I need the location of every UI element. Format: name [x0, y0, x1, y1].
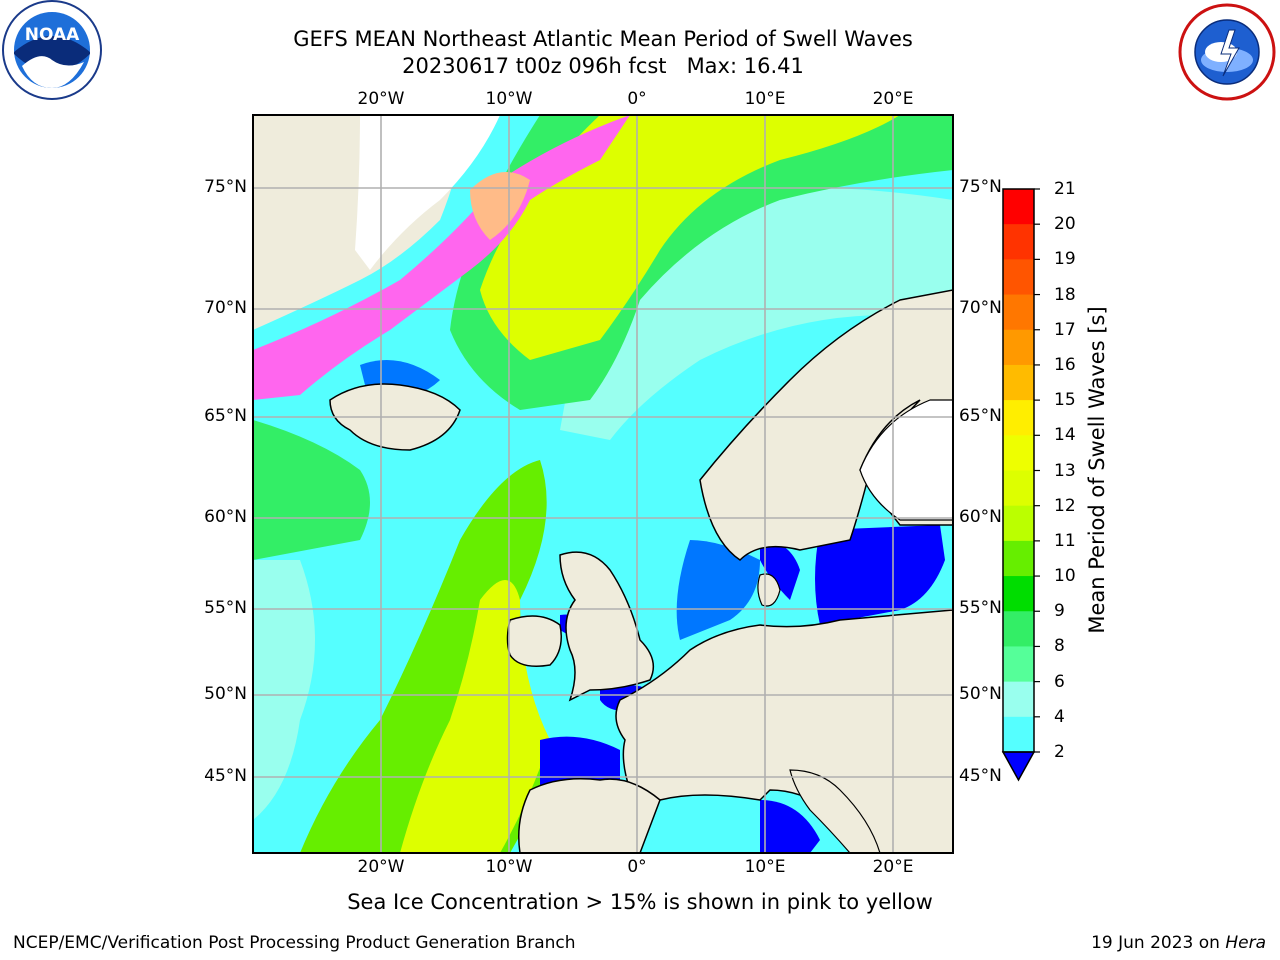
lat-label-left: 60°N	[204, 507, 247, 527]
colorbar-tick-label: 16	[1054, 354, 1076, 375]
colorbar-tick-label: 18	[1054, 284, 1076, 305]
colorbar-tick-label: 9	[1054, 601, 1065, 622]
colorbar-tick-label: 20	[1054, 214, 1076, 235]
lat-label-left: 65°N	[204, 406, 247, 426]
lon-label-top: 0°	[627, 89, 647, 109]
colorbar-segment	[1003, 470, 1034, 507]
colorbar-segment	[1003, 716, 1034, 753]
map-frame	[252, 114, 954, 854]
colorbar-segment	[1003, 576, 1034, 612]
noaa-logo: NOAA	[2, 0, 102, 100]
colorbar-tick-label: 21	[1054, 179, 1076, 199]
lon-label-top: 20°W	[357, 89, 405, 109]
lat-label-right: 75°N	[959, 177, 1002, 197]
colorbar-segment	[1003, 611, 1034, 647]
lon-label-bottom: 20°W	[357, 857, 405, 877]
colorbar	[1001, 188, 1040, 782]
noaa-logo-text: NOAA	[25, 25, 80, 45]
footer-host: Hera	[1225, 933, 1266, 953]
lon-label-bottom: 20°E	[872, 857, 914, 877]
colorbar-tick-label: 14	[1054, 425, 1076, 446]
colorbar-segment	[1003, 435, 1034, 471]
lon-label-top: 10°W	[485, 89, 533, 109]
colorbar-segment	[1003, 681, 1034, 718]
colorbar-tick-label: 8	[1054, 636, 1065, 657]
footer-date-text: 19 Jun 2023 on	[1091, 933, 1226, 953]
colorbar-segment	[1003, 540, 1034, 577]
lat-label-left: 70°N	[204, 298, 247, 318]
lat-label-left: 55°N	[204, 598, 247, 618]
map-fields	[253, 115, 953, 853]
colorbar-segment	[1003, 329, 1034, 366]
colorbar-tick-label: 10	[1054, 566, 1076, 587]
nws-logo	[1178, 3, 1276, 101]
chart-title: GEFS MEAN Northeast Atlantic Mean Period…	[293, 27, 913, 51]
colorbar-tick-label: 12	[1054, 495, 1076, 516]
colorbar-segment	[1003, 400, 1034, 436]
graticule	[253, 115, 953, 853]
footer-date: 19 Jun 2023 on Hera	[1091, 933, 1266, 953]
lat-label-left: 45°N	[204, 766, 247, 786]
colorbar-segment	[1003, 224, 1034, 260]
colorbar-segment	[1003, 505, 1034, 542]
colorbar-tick-label: 15	[1054, 390, 1076, 411]
lat-label-left: 75°N	[204, 177, 247, 197]
colorbar-segment	[1003, 259, 1034, 296]
lon-label-bottom: 0°	[627, 857, 647, 877]
colorbar-tick-label: 11	[1054, 530, 1076, 551]
lat-label-right: 60°N	[959, 507, 1002, 527]
colorbar-segment	[1003, 364, 1034, 401]
lon-label-top: 10°E	[744, 89, 786, 109]
colorbar-tick-label: 6	[1054, 671, 1065, 692]
chart-subtitle: 20230617 t00z 096h fcst Max: 16.41	[402, 54, 804, 78]
colorbar-tick-label: 13	[1054, 460, 1076, 481]
lon-label-top: 20°E	[872, 89, 914, 109]
lat-label-right: 50°N	[959, 684, 1002, 704]
colorbar-segment	[1003, 189, 1034, 225]
colorbar-segment	[1003, 646, 1034, 683]
lat-label-right: 55°N	[959, 598, 1002, 618]
colorbar-segment	[1003, 294, 1034, 331]
colorbar-tick-label: 2	[1054, 742, 1065, 762]
sea-ice-note: Sea Ice Concentration > 15% is shown in …	[347, 890, 933, 914]
colorbar-label: Mean Period of Swell Waves [s]	[1085, 306, 1109, 634]
colorbar-tick-label: 19	[1054, 249, 1076, 270]
lat-label-left: 50°N	[204, 684, 247, 704]
lat-label-right: 65°N	[959, 406, 1002, 426]
colorbar-extend-triangle	[1001, 751, 1036, 782]
lon-label-bottom: 10°E	[744, 857, 786, 877]
lon-label-bottom: 10°W	[485, 857, 533, 877]
colorbar-tick-label: 17	[1054, 319, 1076, 340]
lat-label-right: 45°N	[959, 766, 1002, 786]
lat-label-right: 70°N	[959, 298, 1002, 318]
footer-credit: NCEP/EMC/Verification Post Processing Pr…	[13, 933, 576, 953]
colorbar-tick-label: 4	[1054, 706, 1065, 727]
